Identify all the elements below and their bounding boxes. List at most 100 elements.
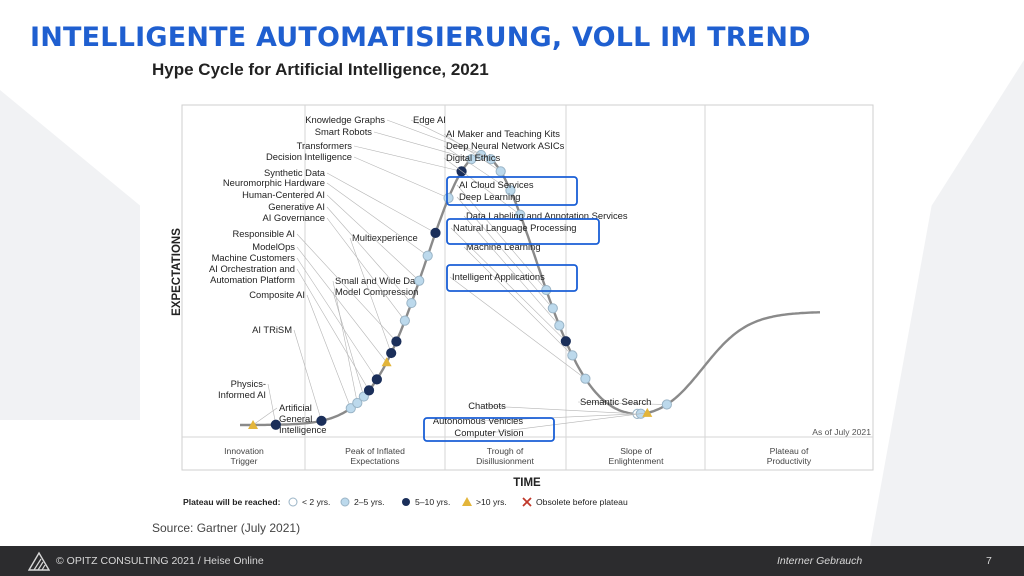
leader-ai-orchestration-and-automation-platform — [296, 268, 370, 391]
tech-label-decision-intelligence: Decision Intelligence — [266, 151, 352, 162]
legend-label-dark: 5–10 yrs. — [415, 497, 450, 507]
marker-deep-neural-network-asics — [505, 185, 516, 196]
tech-label-composite-ai: Composite AI — [249, 289, 305, 300]
hype-curve — [240, 153, 820, 427]
tech-label-digital-ethics: Digital Ethics — [446, 152, 500, 163]
leader-smart-robots — [373, 131, 472, 160]
marker-small-and-wide-data — [352, 397, 363, 409]
marker-neuromorphic-hardware — [422, 250, 433, 261]
marker-modelops — [381, 357, 392, 367]
tech-label-chatbots: Chatbots — [468, 400, 506, 411]
marker-ai-maker-and-teaching-kits — [495, 166, 506, 177]
leader-composite-ai — [306, 294, 352, 409]
leader-chatbots — [486, 405, 638, 415]
marker-physics-informed-ai — [270, 419, 281, 430]
tech-label-data-labeling-and-annotation-services: Data Labeling and Annotation Services — [466, 210, 628, 221]
phase-label-4: Enlightenment — [609, 456, 665, 466]
tech-label-natural-language-processing: Natural Language Processing — [453, 222, 577, 233]
footer-classification: Interner Gebrauch — [777, 555, 863, 567]
leader-semantic-search — [577, 401, 667, 405]
leader-ai-trism — [293, 329, 322, 421]
highlight-box-ai-cloud-deep-learning — [446, 176, 578, 206]
phase-label-2: Peak of Inflated — [345, 446, 405, 456]
marker-natural-language-processing — [560, 336, 571, 347]
leader-model-compression — [332, 291, 365, 397]
marker-composite-ai — [345, 403, 356, 414]
tech-label-model-compression: Model Compression — [335, 286, 418, 297]
marker-decision-intelligence — [443, 192, 454, 204]
marker-computer-vision — [642, 407, 653, 417]
leader-machine-customers — [296, 257, 378, 380]
marker-machine-customers — [371, 374, 382, 385]
leader-natural-language-processing — [450, 227, 567, 342]
marker-synthetic-data — [430, 227, 441, 238]
leader-synthetic-data — [326, 172, 436, 234]
tech-label-artificial-general-intelligence: General — [279, 413, 312, 424]
leader-edge-ai — [410, 119, 492, 160]
plot-frame — [181, 104, 874, 471]
footer-copyright: © OPITZ CONSULTING 2021 / Heise Online — [56, 555, 264, 567]
highlight-box-nlp — [446, 218, 600, 245]
leader-responsible-ai — [296, 233, 397, 342]
tech-label-machine-customers: Machine Customers — [212, 252, 296, 263]
company-logo-icon — [28, 551, 50, 571]
tech-label-neuromorphic-hardware: Neuromorphic Hardware — [223, 177, 325, 188]
marker-smart-robots — [466, 154, 477, 165]
tech-label-responsible-ai: Responsible AI — [232, 228, 295, 239]
phase-label-3: Disillusionment — [476, 456, 534, 466]
leader-neuromorphic-hardware — [326, 182, 428, 256]
legend-label-light: 2–5 yrs. — [354, 497, 385, 507]
leader-generative-ai — [326, 206, 412, 304]
marker-ai-trism — [316, 415, 327, 426]
marker-ai-governance — [399, 315, 410, 326]
marker-machine-learning — [567, 350, 578, 361]
tech-label-generative-ai: Generative AI — [268, 201, 325, 212]
marker-ai-cloud-services — [541, 284, 552, 296]
tech-label-modelops: ModelOps — [252, 241, 295, 252]
footer-bar: © OPITZ CONSULTING 2021 / Heise Online I… — [0, 546, 1024, 576]
leader-deep-learning — [456, 196, 554, 309]
marker-generative-ai — [406, 297, 417, 309]
leader-intelligent-applications — [449, 276, 586, 379]
leader-decision-intelligence — [353, 156, 449, 199]
source-caption: Source: Gartner (July 2021) — [152, 521, 301, 535]
tech-label-ai-orchestration-and-automation-platform: AI Orchestration and — [209, 263, 295, 274]
leader-knowledge-graphs — [386, 119, 482, 156]
marker-artificial-general-intelligence — [248, 419, 259, 429]
marker-deep-learning — [547, 303, 558, 314]
tech-label-synthetic-data: Synthetic Data — [264, 167, 326, 178]
tech-label-ai-governance: AI Governance — [262, 212, 325, 223]
legend-label-x: Obsolete before plateau — [536, 497, 628, 507]
leader-computer-vision — [488, 412, 648, 434]
tech-label-computer-vision: Computer Vision — [454, 427, 523, 438]
tech-label-ai-trism: AI TRiSM — [252, 324, 292, 335]
leader-transformers — [353, 145, 462, 172]
legend-title: Plateau will be reached: — [183, 497, 281, 507]
highlight-box-computer-vision — [423, 417, 555, 442]
tech-label-ai-maker-and-teaching-kits: AI Maker and Teaching Kits — [446, 128, 560, 139]
as-of-note: As of July 2021 — [812, 427, 871, 437]
leader-autonomous-vehicles — [477, 413, 641, 422]
tech-label-deep-neural-network-asics: Deep Neural Network ASICs — [446, 140, 565, 151]
marker-intelligent-applications — [580, 373, 591, 384]
y-axis-label: EXPECTATIONS — [171, 228, 183, 316]
leader-small-and-wide-data — [332, 280, 358, 404]
legend-marker-x — [522, 497, 532, 507]
phase-label-4: Slope of — [620, 446, 652, 456]
leader-ai-maker-and-teaching-kits — [443, 133, 501, 172]
tech-label-transformers: Transformers — [297, 140, 353, 151]
marker-responsible-ai — [391, 336, 402, 347]
phase-label-1: Trigger — [231, 456, 258, 466]
marker-data-labeling-and-annotation-services — [554, 320, 565, 331]
x-axis-label: TIME — [513, 477, 541, 489]
tech-label-autonomous-vehicles: Autonomous Vehicles — [433, 415, 523, 426]
leader-ai-cloud-services — [456, 184, 547, 291]
phase-label-5: Plateau of — [770, 446, 809, 456]
marker-edge-ai — [485, 154, 496, 165]
legend-label-tri: >10 yrs. — [476, 497, 507, 507]
marker-semantic-search — [661, 399, 672, 410]
tech-label-human-centered-ai: Human-Centered AI — [242, 189, 325, 200]
marker-human-centered-ai — [414, 275, 425, 286]
phase-label-3: Trough of — [487, 446, 524, 456]
